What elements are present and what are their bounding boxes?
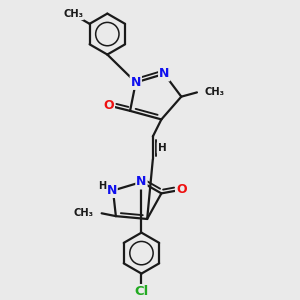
Text: CH₃: CH₃ [74,208,94,218]
Text: N: N [130,76,141,89]
Text: H: H [158,143,166,153]
Text: N: N [106,184,117,197]
Text: O: O [103,99,114,112]
Text: CH₃: CH₃ [205,87,225,98]
Text: N: N [136,176,147,188]
Text: Cl: Cl [134,285,148,298]
Text: CH₃: CH₃ [63,9,83,19]
Text: H: H [98,181,106,191]
Text: O: O [176,183,187,196]
Text: N: N [159,68,169,80]
